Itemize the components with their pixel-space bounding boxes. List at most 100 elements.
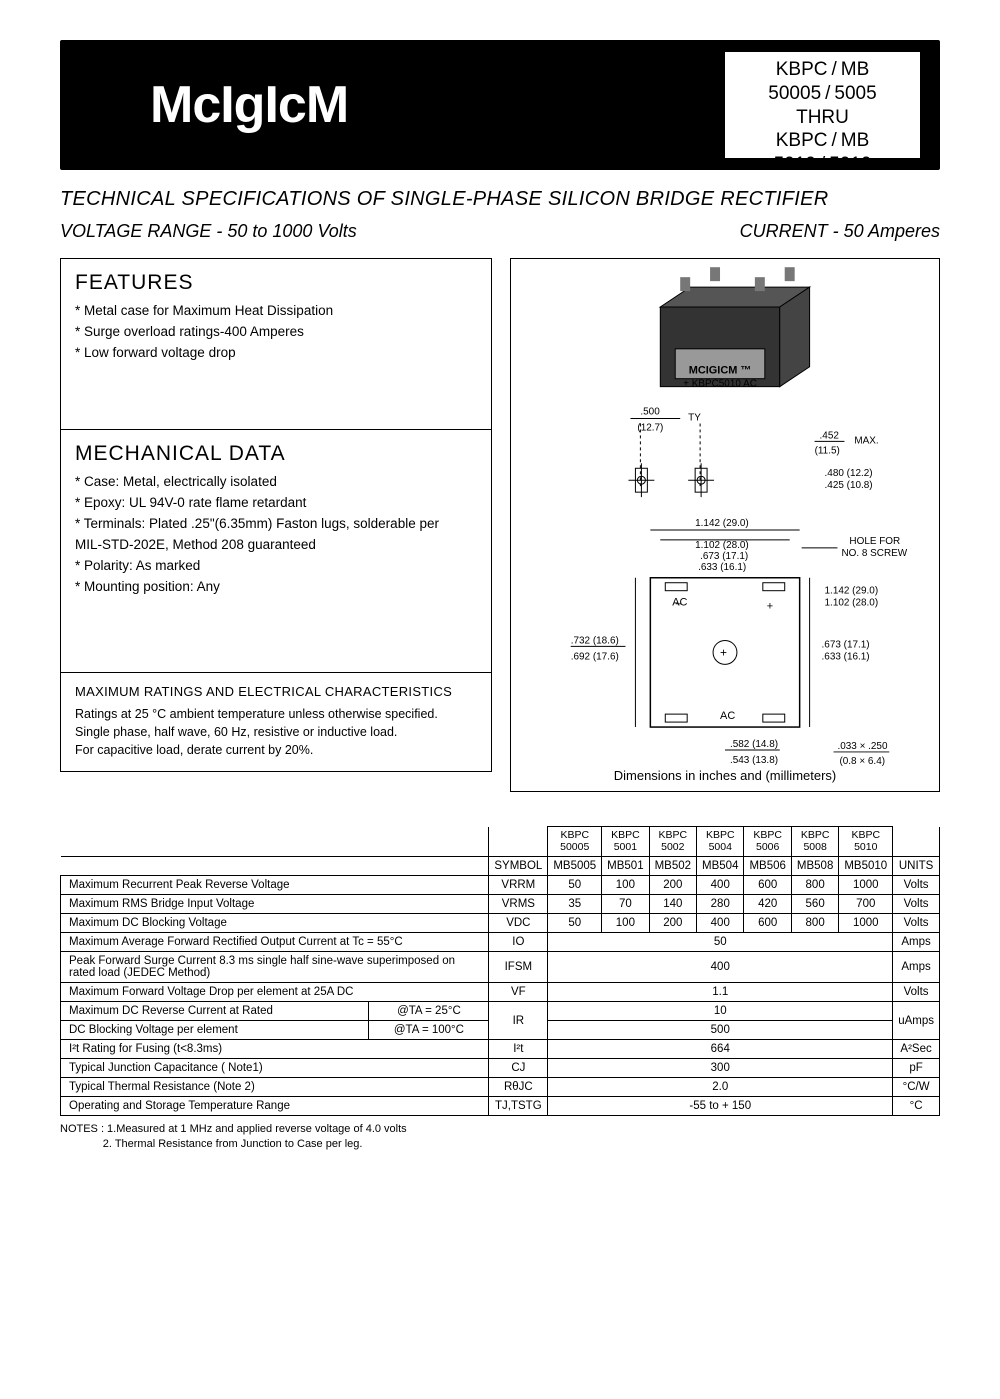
col-mb: MB508: [791, 857, 838, 876]
units-header: UNITS: [893, 857, 940, 876]
value-cell: 200: [649, 876, 696, 895]
svg-text:MCIGICM ™: MCIGICM ™: [689, 365, 752, 377]
svg-text:.692 (17.6): .692 (17.6): [571, 651, 619, 662]
footnote-line: NOTES : 1.Measured at 1 MHz and applied …: [60, 1122, 940, 1137]
value-cell: 600: [744, 914, 791, 933]
value-cell: -55 to + 150: [548, 1097, 893, 1116]
mech-heading: MECHANICAL DATA: [75, 442, 477, 466]
symbol-cell: VDC: [489, 914, 548, 933]
units-cell: Volts: [893, 983, 940, 1002]
left-column: FEATURES * Metal case for Maximum Heat D…: [60, 258, 492, 792]
voltage-range: VOLTAGE RANGE - 50 to 1000 Volts: [60, 221, 357, 242]
svg-text:.673 (17.1): .673 (17.1): [700, 551, 748, 562]
condition-cell: @TA = 100°C: [369, 1021, 489, 1040]
features-heading: FEATURES: [75, 271, 477, 295]
value-cell: 400: [548, 952, 893, 983]
table-header-mb: SYMBOL MB5005 MB501 MB502 MB504 MB506 MB…: [61, 857, 940, 876]
mechanical-box: MECHANICAL DATA * Case: Metal, electrica…: [60, 430, 492, 673]
part-mid: THRU: [729, 106, 916, 130]
value-cell: 800: [791, 876, 838, 895]
value-cell: 50: [548, 914, 602, 933]
spec-table: KBPC50005 KBPC5001 KBPC5002 KBPC5004 KBP…: [60, 826, 940, 1116]
mech-list: * Case: Metal, electrically isolated * E…: [75, 472, 477, 598]
brand-logo: McIgIcM: [150, 75, 348, 135]
part-tl2: 50005: [768, 82, 821, 106]
param-cell: Peak Forward Surge Current 8.3 ms single…: [61, 952, 489, 983]
svg-text:AC: AC: [672, 597, 687, 609]
footnote-line: 2. Thermal Resistance from Junction to C…: [60, 1137, 940, 1152]
svg-text:.732 (18.6): .732 (18.6): [571, 635, 619, 646]
feature-item: * Surge overload ratings-400 Amperes: [75, 322, 477, 343]
col-kbpc: KBPC5008: [791, 827, 838, 857]
svg-text:NO. 8 SCREW: NO. 8 SCREW: [841, 548, 907, 559]
feature-item: * Metal case for Maximum Heat Dissipatio…: [75, 301, 477, 322]
part-tr2: 5005: [834, 82, 876, 106]
col-mb: MB501: [602, 857, 649, 876]
svg-text:.543 (13.8): .543 (13.8): [730, 755, 778, 766]
svg-text:+ KBPC5010 AC: + KBPC5010 AC: [683, 379, 757, 390]
svg-text:(12.7): (12.7): [637, 422, 663, 433]
col-mb: MB5010: [839, 857, 893, 876]
value-cell: 200: [649, 914, 696, 933]
svg-text:.582 (14.8): .582 (14.8): [730, 739, 778, 750]
param-cell: DC Blocking Voltage per element: [61, 1021, 369, 1040]
param-cell: Maximum DC Blocking Voltage: [61, 914, 489, 933]
svg-text:AC: AC: [720, 710, 735, 722]
param-cell: I²t Rating for Fusing (t<8.3ms): [61, 1040, 489, 1059]
symbol-cell: TJ,TSTG: [489, 1097, 548, 1116]
units-cell: Volts: [893, 895, 940, 914]
col-kbpc: KBPC5010: [839, 827, 893, 857]
value-cell: 800: [791, 914, 838, 933]
table-row: Maximum DC Blocking VoltageVDC5010020040…: [61, 914, 940, 933]
value-cell: 50: [548, 876, 602, 895]
value-cell: 420: [744, 895, 791, 914]
mechanical-diagram: MCIGICM ™ + KBPC5010 AC .500 (12.7) TY .…: [510, 258, 940, 792]
features-list: * Metal case for Maximum Heat Dissipatio…: [75, 301, 477, 364]
param-cell: Typical Thermal Resistance (Note 2): [61, 1078, 489, 1097]
symbol-cell: IFSM: [489, 952, 548, 983]
table-row: Maximum Recurrent Peak Reverse VoltageVR…: [61, 876, 940, 895]
value-cell: 560: [791, 895, 838, 914]
ratings-line: For capacitive load, derate current by 2…: [75, 741, 477, 759]
table-row: Typical Junction Capacitance ( Note1)CJ3…: [61, 1059, 940, 1078]
value-cell: 600: [744, 876, 791, 895]
mech-item: * Case: Metal, electrically isolated: [75, 472, 477, 493]
part-br2: 5010: [829, 153, 871, 177]
col-mb: MB504: [697, 857, 744, 876]
units-cell: uAmps: [893, 1002, 940, 1040]
main-title: TECHNICAL SPECIFICATIONS OF SINGLE-PHASE…: [60, 188, 940, 211]
svg-text:HOLE FOR: HOLE FOR: [849, 536, 900, 547]
symbol-cell: VF: [489, 983, 548, 1002]
svg-text:TY: TY: [688, 412, 701, 423]
param-cell: Maximum Average Forward Rectified Output…: [61, 933, 489, 952]
symbol-cell: VRRM: [489, 876, 548, 895]
diagram-caption: Dimensions in inches and (millimeters): [511, 768, 939, 783]
value-cell: 280: [697, 895, 744, 914]
svg-text:1.102 (28.0): 1.102 (28.0): [825, 598, 879, 609]
condition-cell: @TA = 25°C: [369, 1002, 489, 1021]
table-row: Maximum Forward Voltage Drop per element…: [61, 983, 940, 1002]
part-tl: KBPC: [776, 58, 828, 82]
table-row: Maximum Average Forward Rectified Output…: [61, 933, 940, 952]
part-tr: MB: [841, 58, 870, 82]
svg-text:.500: .500: [640, 407, 660, 418]
symbol-cell: I²t: [489, 1040, 548, 1059]
value-cell: 400: [697, 876, 744, 895]
ratings-line: Ratings at 25 °C ambient temperature unl…: [75, 705, 477, 723]
value-cell: 300: [548, 1059, 893, 1078]
svg-text:+: +: [767, 601, 773, 613]
current-spec: CURRENT - 50 Amperes: [740, 221, 940, 242]
col-kbpc: KBPC5001: [602, 827, 649, 857]
page-root: McIgIcM KBPC / MB 50005 / 5005 THRU KBPC…: [0, 0, 1000, 1172]
right-column: MCIGICM ™ + KBPC5010 AC .500 (12.7) TY .…: [510, 258, 940, 792]
ratings-line: Single phase, half wave, 60 Hz, resistiv…: [75, 723, 477, 741]
col-kbpc: KBPC5004: [697, 827, 744, 857]
units-cell: Volts: [893, 914, 940, 933]
units-cell: Amps: [893, 933, 940, 952]
part-number-box: KBPC / MB 50005 / 5005 THRU KBPC / MB 50…: [725, 52, 920, 158]
col-kbpc: KBPC5006: [744, 827, 791, 857]
mech-item: * Epoxy: UL 94V-0 rate flame retardant: [75, 493, 477, 514]
units-cell: pF: [893, 1059, 940, 1078]
svg-text:.452: .452: [820, 430, 840, 441]
units-cell: °C/W: [893, 1078, 940, 1097]
